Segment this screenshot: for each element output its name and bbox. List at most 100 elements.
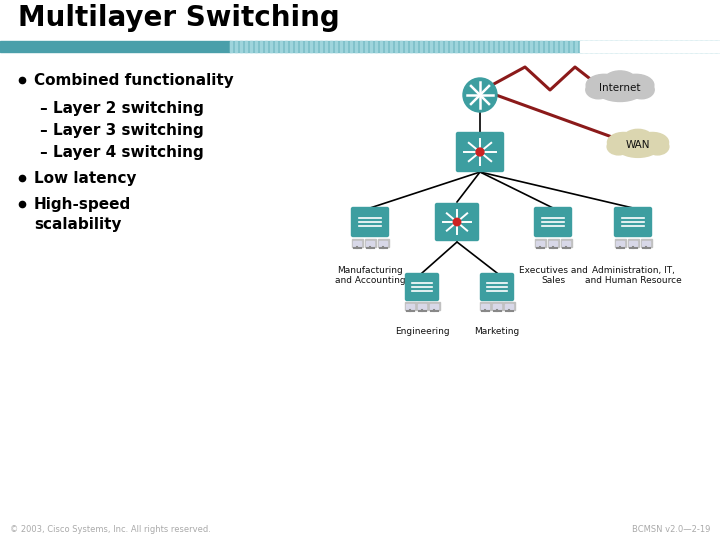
Bar (280, 41, 282, 52)
Bar (380, 41, 382, 52)
Ellipse shape (624, 129, 652, 147)
FancyBboxPatch shape (436, 204, 479, 240)
Bar (530, 41, 532, 52)
Bar (675, 41, 677, 52)
Bar (520, 41, 522, 52)
Bar (555, 41, 557, 52)
Bar (480, 302, 490, 310)
Bar (560, 239, 572, 247)
Ellipse shape (608, 132, 640, 152)
Ellipse shape (616, 133, 661, 157)
Bar (685, 41, 687, 52)
Bar (315, 41, 317, 52)
Bar (335, 41, 337, 52)
Bar (240, 41, 242, 52)
Bar (635, 41, 637, 52)
Bar (410, 41, 412, 52)
Bar (595, 41, 597, 52)
Bar (510, 41, 512, 52)
Ellipse shape (604, 71, 636, 91)
Ellipse shape (586, 75, 622, 96)
Bar (415, 41, 417, 52)
Bar (475, 41, 477, 52)
Bar (690, 41, 692, 52)
Bar (570, 41, 572, 52)
Bar (355, 41, 357, 52)
Bar (300, 41, 302, 52)
Bar (495, 41, 497, 52)
Bar (710, 41, 712, 52)
Bar (379, 240, 387, 246)
Bar (250, 41, 252, 52)
Bar (285, 41, 287, 52)
Bar (505, 41, 507, 52)
Bar (565, 41, 567, 52)
Bar (230, 41, 232, 52)
Bar (353, 240, 361, 246)
Circle shape (463, 78, 497, 112)
Ellipse shape (636, 132, 669, 152)
Bar (680, 41, 682, 52)
Bar (628, 239, 639, 247)
Bar (370, 41, 372, 52)
Bar (377, 239, 389, 247)
Bar (405, 302, 415, 310)
Bar (549, 240, 557, 246)
Bar (560, 41, 562, 52)
Bar (492, 302, 503, 310)
Bar (670, 41, 672, 52)
Text: Engineering: Engineering (395, 327, 449, 336)
FancyBboxPatch shape (351, 207, 389, 237)
Bar (470, 41, 472, 52)
Bar (351, 239, 362, 247)
Bar (641, 239, 652, 247)
Bar (310, 41, 312, 52)
Bar (416, 302, 428, 310)
Bar (610, 41, 612, 52)
Text: scalability: scalability (34, 217, 122, 232)
Bar (700, 41, 702, 52)
Bar (406, 303, 414, 308)
Bar (665, 41, 667, 52)
Bar (0, 41, 230, 52)
Bar (460, 41, 462, 52)
Text: High-speed: High-speed (34, 197, 131, 212)
Bar (430, 41, 432, 52)
Text: Executives and
Sales: Executives and Sales (518, 266, 588, 286)
Bar (505, 303, 513, 308)
Text: Multilayer Switching: Multilayer Switching (18, 4, 340, 32)
Bar (629, 240, 637, 246)
Bar (535, 41, 537, 52)
Bar (290, 41, 292, 52)
Bar (445, 41, 447, 52)
Text: Cisco.com: Cisco.com (649, 42, 706, 52)
Bar (575, 41, 577, 52)
Bar (260, 41, 262, 52)
Bar (430, 303, 438, 308)
Text: Combined functionality: Combined functionality (34, 72, 234, 87)
Bar (255, 41, 257, 52)
Bar (425, 41, 427, 52)
Bar (500, 41, 502, 52)
Bar (540, 41, 542, 52)
Circle shape (476, 148, 484, 156)
Ellipse shape (618, 75, 654, 96)
Bar (655, 41, 657, 52)
Bar (715, 41, 717, 52)
Bar (365, 41, 367, 52)
Bar (625, 41, 627, 52)
Bar (360, 41, 362, 52)
Bar (320, 41, 322, 52)
Bar (420, 41, 422, 52)
Text: – Layer 4 switching: – Layer 4 switching (40, 145, 204, 159)
Bar (350, 41, 352, 52)
Bar (245, 41, 247, 52)
Ellipse shape (629, 81, 654, 99)
Ellipse shape (586, 81, 611, 99)
Bar (481, 303, 489, 308)
Bar (330, 41, 332, 52)
Bar (395, 41, 397, 52)
Bar (660, 41, 662, 52)
Text: Manufacturing
and Accounting: Manufacturing and Accounting (335, 266, 405, 286)
Bar (695, 41, 697, 52)
